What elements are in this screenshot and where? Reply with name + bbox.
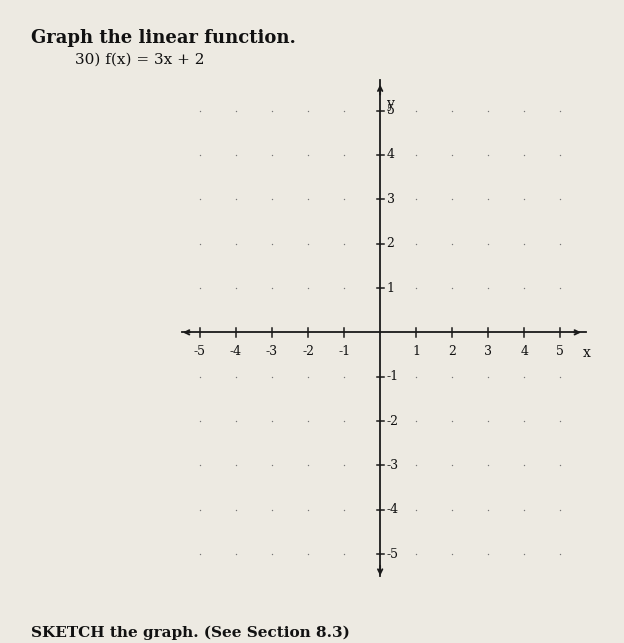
Text: -1: -1: [338, 345, 350, 358]
Text: y: y: [387, 97, 394, 111]
Text: 1: 1: [387, 282, 394, 294]
Text: -5: -5: [387, 548, 399, 561]
Text: 3: 3: [387, 193, 394, 206]
Text: 4: 4: [387, 149, 394, 161]
Text: -3: -3: [387, 459, 399, 472]
Text: -4: -4: [230, 345, 242, 358]
Text: 3: 3: [484, 345, 492, 358]
Text: -2: -2: [387, 415, 399, 428]
Text: Graph the linear function.: Graph the linear function.: [31, 29, 296, 47]
Text: -5: -5: [194, 345, 206, 358]
Text: 30) f(x) = 3x + 2: 30) f(x) = 3x + 2: [75, 53, 205, 67]
Text: -1: -1: [387, 370, 399, 383]
Text: SKETCH the graph. (See Section 8.3): SKETCH the graph. (See Section 8.3): [31, 626, 350, 640]
Text: 2: 2: [387, 237, 394, 250]
Text: 5: 5: [387, 104, 394, 117]
Text: -4: -4: [387, 503, 399, 516]
Text: 5: 5: [557, 345, 564, 358]
Text: -3: -3: [266, 345, 278, 358]
Text: x: x: [583, 346, 590, 359]
Text: 4: 4: [520, 345, 529, 358]
Text: -2: -2: [302, 345, 314, 358]
Text: 1: 1: [412, 345, 420, 358]
Text: 2: 2: [448, 345, 456, 358]
